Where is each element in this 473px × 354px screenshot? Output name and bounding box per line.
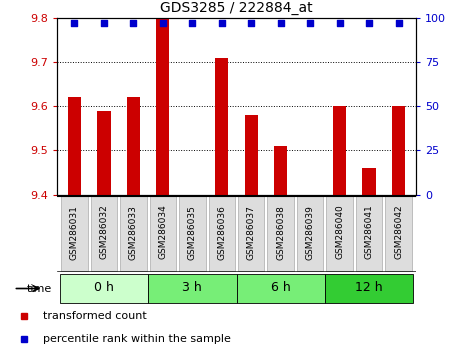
Bar [245, 115, 258, 195]
Bar [149, 196, 176, 271]
Text: GSM286037: GSM286037 [247, 205, 256, 259]
Bar [127, 97, 140, 195]
Text: GSM286041: GSM286041 [365, 205, 374, 259]
Text: 0 h: 0 h [94, 281, 114, 295]
Text: GSM286035: GSM286035 [188, 205, 197, 259]
Text: GSM286040: GSM286040 [335, 205, 344, 259]
Point [307, 20, 314, 26]
Point [218, 20, 226, 26]
Point [365, 20, 373, 26]
Bar [236, 274, 325, 303]
Point [277, 20, 284, 26]
Point [100, 20, 108, 26]
Bar [68, 97, 81, 195]
Bar [356, 196, 382, 271]
Bar [179, 196, 206, 271]
Point [70, 20, 78, 26]
Bar [61, 196, 88, 271]
Point [130, 20, 137, 26]
Bar [148, 274, 236, 303]
Bar [267, 196, 294, 271]
Point [159, 20, 166, 26]
Bar [392, 106, 405, 195]
Point [247, 20, 255, 26]
Bar [215, 57, 228, 195]
Bar [326, 196, 353, 271]
Bar [120, 196, 147, 271]
Bar [385, 196, 412, 271]
Bar [238, 196, 264, 271]
Bar [156, 18, 169, 195]
Text: time: time [27, 284, 52, 293]
Bar [209, 196, 235, 271]
Text: 3 h: 3 h [183, 281, 202, 295]
Bar [297, 196, 324, 271]
Bar [325, 274, 413, 303]
Bar [97, 111, 111, 195]
Bar [362, 168, 376, 195]
Text: percentile rank within the sample: percentile rank within the sample [43, 334, 230, 344]
Bar [60, 274, 148, 303]
Text: GSM286031: GSM286031 [70, 205, 79, 259]
Text: GSM286033: GSM286033 [129, 205, 138, 259]
Text: 6 h: 6 h [271, 281, 290, 295]
Title: GDS3285 / 222884_at: GDS3285 / 222884_at [160, 1, 313, 15]
Text: GSM286042: GSM286042 [394, 205, 403, 259]
Point [336, 20, 343, 26]
Text: transformed count: transformed count [43, 311, 146, 321]
Text: GSM286034: GSM286034 [158, 205, 167, 259]
Bar [333, 106, 346, 195]
Point [395, 20, 403, 26]
Text: 12 h: 12 h [355, 281, 383, 295]
Text: GSM286032: GSM286032 [99, 205, 108, 259]
Point [189, 20, 196, 26]
Text: GSM286039: GSM286039 [306, 205, 315, 259]
Text: GSM286036: GSM286036 [217, 205, 226, 259]
Bar [274, 146, 287, 195]
Bar [91, 196, 117, 271]
Text: GSM286038: GSM286038 [276, 205, 285, 259]
